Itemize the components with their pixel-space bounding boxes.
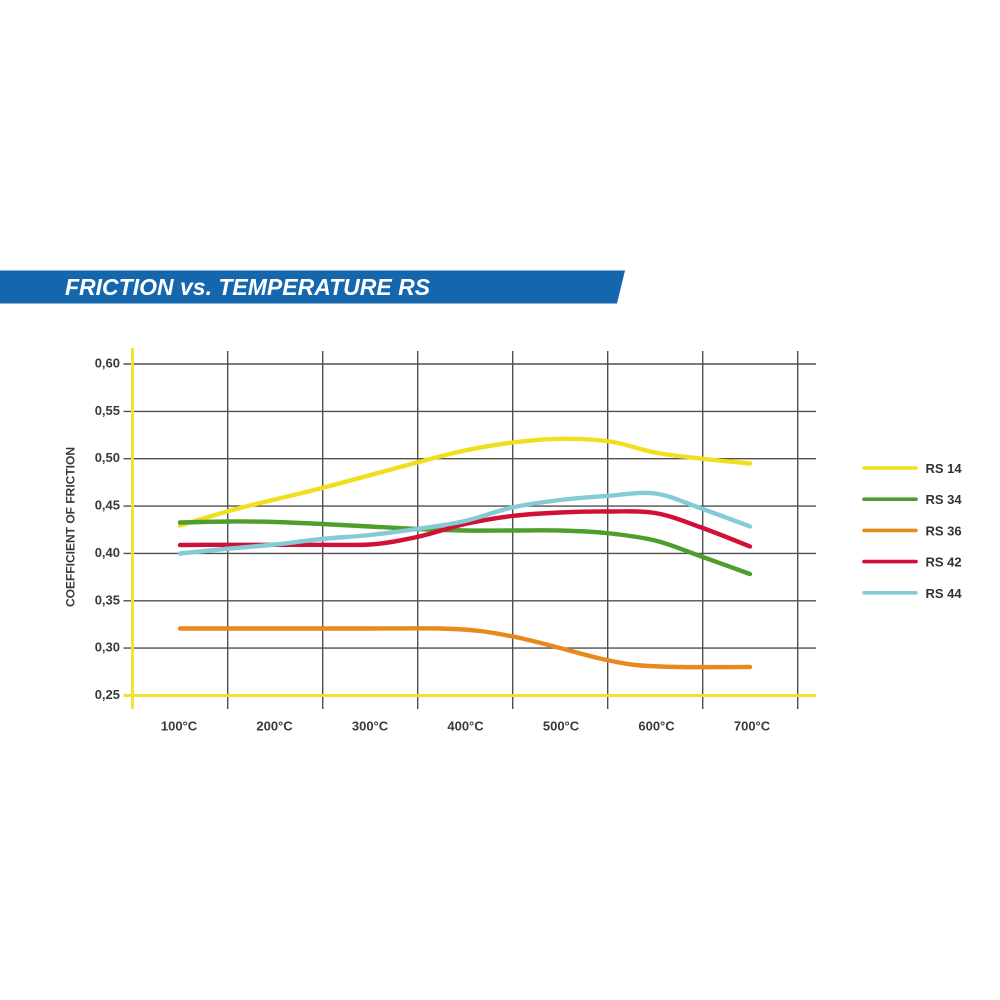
svg-text:300°C: 300°C <box>352 719 389 734</box>
svg-text:0,35: 0,35 <box>95 592 120 607</box>
svg-text:700°C: 700°C <box>734 719 771 734</box>
svg-text:100°C: 100°C <box>161 719 198 734</box>
svg-text:RS 14: RS 14 <box>926 461 963 476</box>
svg-text:600°C: 600°C <box>638 719 675 734</box>
svg-text:0,45: 0,45 <box>95 498 120 513</box>
svg-text:400°C: 400°C <box>447 719 484 734</box>
svg-text:RS 36: RS 36 <box>926 523 962 538</box>
svg-text:RS 42: RS 42 <box>926 555 962 570</box>
svg-text:0,50: 0,50 <box>95 450 120 465</box>
svg-text:COEFFICIENT OF FRICTION: COEFFICIENT OF FRICTION <box>64 447 78 607</box>
svg-text:RS 44: RS 44 <box>926 586 963 601</box>
svg-text:0,40: 0,40 <box>95 545 120 560</box>
svg-text:RS 34: RS 34 <box>926 492 963 507</box>
svg-text:0,60: 0,60 <box>95 356 120 371</box>
svg-text:0,30: 0,30 <box>95 640 120 655</box>
svg-text:0,25: 0,25 <box>95 687 120 702</box>
svg-text:500°C: 500°C <box>543 719 580 734</box>
svg-text:200°C: 200°C <box>256 719 293 734</box>
svg-text:FRICTION vs. TEMPERATURE RS: FRICTION vs. TEMPERATURE RS <box>65 274 431 300</box>
svg-text:0,55: 0,55 <box>95 403 120 418</box>
